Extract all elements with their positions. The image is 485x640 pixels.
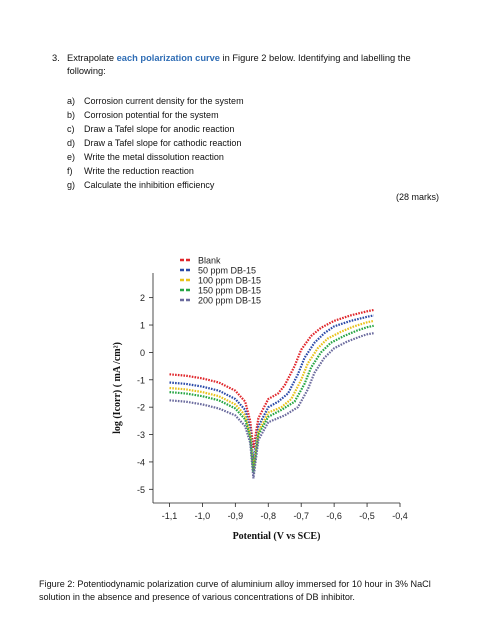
question-number: 3. (52, 53, 60, 63)
legend-label: 100 ppm DB-15 (198, 276, 261, 286)
y-tick-label: -3 (137, 430, 145, 440)
question-text-end: in Figure 2 below. Identifying and label… (67, 53, 411, 76)
question-text-start: Extrapolate (67, 53, 117, 63)
list-item: b) Corrosion potential for the system (67, 110, 219, 120)
legend-label: Blank (198, 256, 221, 266)
x-tick-label: -0,4 (392, 511, 408, 521)
series-line-2 (169, 314, 374, 463)
list-item: e) Write the metal dissolution reaction (67, 152, 224, 162)
y-tick-label: 2 (140, 293, 145, 303)
polarization-chart: 2 1 0 -1 -2 -3 -4 -5 -1,1 -1,0 -0,9 -0,8 -0,7 -0,6 -0,… (112, 256, 408, 543)
marks-label: (28 marks) (395, 192, 439, 202)
y-tick-label: 1 (140, 321, 145, 331)
list-item: g) Calculate the inhibition efficiency (67, 180, 215, 190)
list-item: c) Draw a Tafel slope for anodic reaction (67, 124, 235, 134)
series-line-4 (169, 324, 374, 474)
x-tick-label: -0,9 (228, 511, 244, 521)
x-tick-label: -1,0 (195, 511, 211, 521)
series-line-3 (169, 319, 374, 471)
list-item: a) Corrosion current density for the syst… (67, 96, 244, 106)
y-axis-title: log (Icorr) ( mA /cm²) (112, 342, 123, 434)
y-tick-label: -1 (137, 375, 145, 385)
legend-label: 150 ppm DB-15 (198, 286, 261, 296)
y-tick-label: -2 (137, 403, 145, 413)
question-highlight: each polarization curve (116, 53, 220, 63)
list-item: d) Draw a Tafel slope for cathodic reacti… (67, 138, 242, 148)
x-tick-label: -0,6 (326, 511, 342, 521)
series-line-1 (169, 308, 374, 449)
x-tick-label: -1,1 (162, 511, 178, 521)
x-tick-label: -0,8 (261, 511, 277, 521)
question-text: Extrapolate each polarization curve in F… (67, 52, 447, 78)
legend-label: 50 ppm DB-15 (198, 266, 256, 276)
legend-label: 200 ppm DB-15 (198, 296, 261, 306)
x-tick-label: -0,5 (359, 511, 375, 521)
x-axis-title: Potential (V vs SCE) (233, 531, 321, 542)
figure-caption: Figure 2: Potentiodynamic polarization c… (39, 579, 431, 602)
list-item: f) Write the reduction reaction (67, 166, 194, 176)
question-items: a) Corrosion current density for the syst… (67, 94, 244, 192)
x-tick-label: -0,7 (293, 511, 309, 521)
y-tick-label: -5 (137, 485, 145, 495)
y-tick-label: -4 (137, 457, 145, 467)
y-tick-label: 0 (140, 348, 145, 358)
